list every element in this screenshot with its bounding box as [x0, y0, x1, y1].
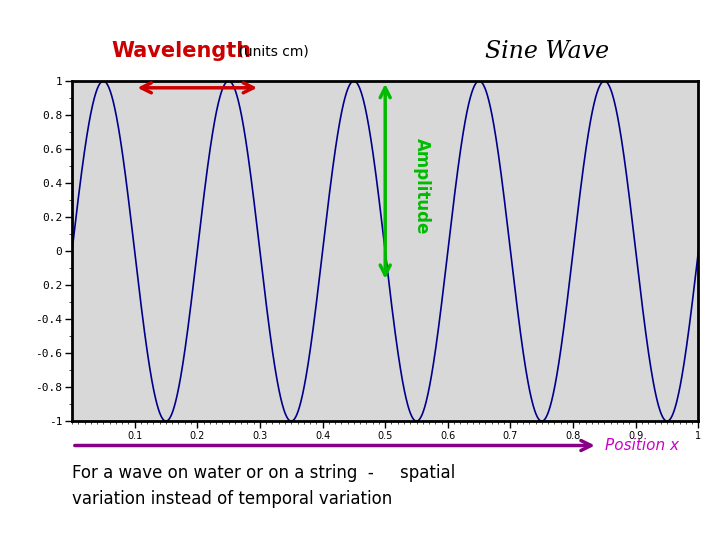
Text: Sine Wave: Sine Wave — [485, 40, 609, 63]
Text: variation instead of temporal variation: variation instead of temporal variation — [72, 490, 392, 509]
Text: Amplitude: Amplitude — [413, 138, 431, 235]
Text: (units cm): (units cm) — [234, 44, 309, 58]
Text: Position x: Position x — [605, 438, 679, 453]
Text: Wavelength: Wavelength — [112, 41, 252, 62]
Text: For a wave on water or on a string  -     spatial: For a wave on water or on a string - spa… — [72, 463, 455, 482]
